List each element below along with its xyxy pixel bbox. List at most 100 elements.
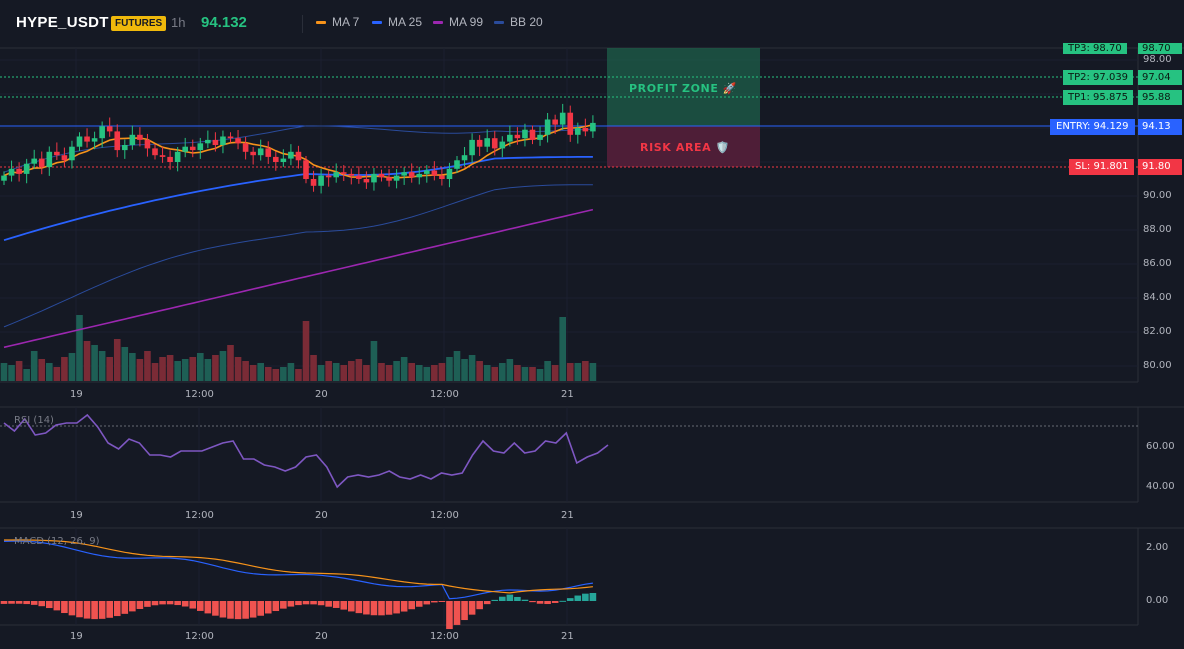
sl-tag[interactable]: SL: 91.801 <box>1069 159 1135 175</box>
legend-ma25[interactable]: MA 25 <box>372 15 422 29</box>
macd-hist-bar <box>468 601 476 615</box>
volume-bar <box>499 363 506 381</box>
macd-hist-bar <box>483 601 491 605</box>
macd-hist-bar <box>76 601 83 618</box>
candle-body <box>220 136 226 145</box>
volume-bar <box>536 369 544 381</box>
ma99-swatch-icon <box>433 20 443 24</box>
candle-body <box>386 177 392 181</box>
macd-hist-bar <box>295 601 302 606</box>
candle-body <box>552 119 558 125</box>
candle-body <box>38 158 45 168</box>
candle-body <box>122 145 128 151</box>
candle-body <box>575 128 581 135</box>
candle-body <box>559 112 566 125</box>
volume-bar <box>197 353 204 381</box>
candle-body <box>235 138 241 144</box>
macd-hist-bar <box>53 601 61 611</box>
candle-body <box>250 151 256 156</box>
header-divider <box>302 15 303 33</box>
bb20-swatch-icon <box>494 20 504 24</box>
macd-hist-bar <box>415 601 423 607</box>
macd-hist-bar <box>529 601 536 603</box>
legend-bb20[interactable]: BB 20 <box>494 15 543 29</box>
tp3-tag[interactable]: TP3: 98.70 <box>1063 43 1127 54</box>
macd-hist-bar <box>159 601 166 605</box>
macd-hist-bar <box>249 601 257 618</box>
volume-bar <box>582 361 589 381</box>
macd-signal-line <box>4 539 593 594</box>
entry-tag[interactable]: ENTRY: 94.129 <box>1050 119 1135 135</box>
macd-hist-bar <box>174 601 181 606</box>
legend-ma99-label: MA 99 <box>449 15 484 29</box>
candle-body <box>61 155 68 161</box>
profit-zone <box>607 48 760 126</box>
macd-hist-bar <box>363 601 370 615</box>
volume-bar <box>348 361 355 381</box>
volume-bar <box>249 365 257 381</box>
volume-bar <box>529 367 536 381</box>
tp1-tag-text: TP1: 95.875 <box>1068 92 1129 103</box>
macd-hist-bar <box>476 601 483 610</box>
volume-bar <box>566 363 574 381</box>
volume-bar <box>212 355 219 381</box>
candle-body <box>476 139 483 147</box>
candle-body <box>76 136 83 147</box>
volume-bar <box>310 355 317 381</box>
tp3-tag-text: TP3: 98.70 <box>1068 43 1122 54</box>
candle-body <box>431 170 438 176</box>
macd-hist-bar <box>348 601 355 612</box>
volume-bar <box>325 361 332 381</box>
volume-bars <box>0 315 597 381</box>
volume-bar <box>174 361 181 381</box>
macd-hist-bar <box>242 601 249 619</box>
rsi-title: RSI (14) <box>14 415 54 426</box>
tp1-tag[interactable]: TP1: 95.875 <box>1063 90 1134 105</box>
candle-body <box>401 172 407 176</box>
macd-hist-bar <box>129 601 136 612</box>
volume-bar <box>0 363 8 381</box>
volume-bar <box>431 365 438 381</box>
volume-bar <box>15 361 23 381</box>
candle-body <box>23 163 30 174</box>
volume-bar <box>446 357 453 381</box>
entry-axis-tag: 94.13 <box>1138 119 1182 135</box>
timeframe-label[interactable]: 1h <box>171 15 186 30</box>
candle-body <box>310 179 317 186</box>
macd-hist-bar <box>499 596 506 601</box>
macd-hist-bar <box>385 601 393 615</box>
macd-hist-bar <box>212 601 219 616</box>
candle-body <box>514 134 521 139</box>
legend-ma99[interactable]: MA 99 <box>433 15 483 29</box>
candle-body <box>582 128 589 132</box>
candle-body <box>114 131 121 151</box>
tp2-tag[interactable]: TP2: 97.039 <box>1063 70 1134 85</box>
volume-bar <box>378 363 385 381</box>
candle-body <box>295 151 302 161</box>
volume-bar <box>491 367 499 381</box>
time-tick: 12:00 <box>430 510 459 521</box>
candle-body <box>424 170 430 174</box>
candle-body <box>273 156 279 162</box>
sl-tag-text: SL: 91.801 <box>1075 161 1129 172</box>
volume-bar <box>332 363 340 381</box>
candle-body <box>8 168 15 176</box>
candle-body <box>212 139 219 145</box>
macd-hist-bar <box>438 601 446 602</box>
candle-body <box>325 175 332 178</box>
candle-body <box>340 172 347 174</box>
symbol-name[interactable]: HYPE_USDT <box>16 14 109 31</box>
macd-hist-bar <box>280 601 287 609</box>
volume-bar <box>574 363 582 381</box>
volume-bar <box>363 365 370 381</box>
legend-ma7[interactable]: MA 7 <box>316 15 359 29</box>
macd-hist-bar <box>423 601 431 605</box>
candle-body <box>242 143 249 152</box>
volume-bar <box>453 351 461 381</box>
candle-body <box>393 175 400 181</box>
volume-bar <box>483 365 491 381</box>
volume-bar <box>559 317 566 381</box>
ma7-swatch-icon <box>316 20 326 24</box>
candle-body <box>1 175 7 181</box>
